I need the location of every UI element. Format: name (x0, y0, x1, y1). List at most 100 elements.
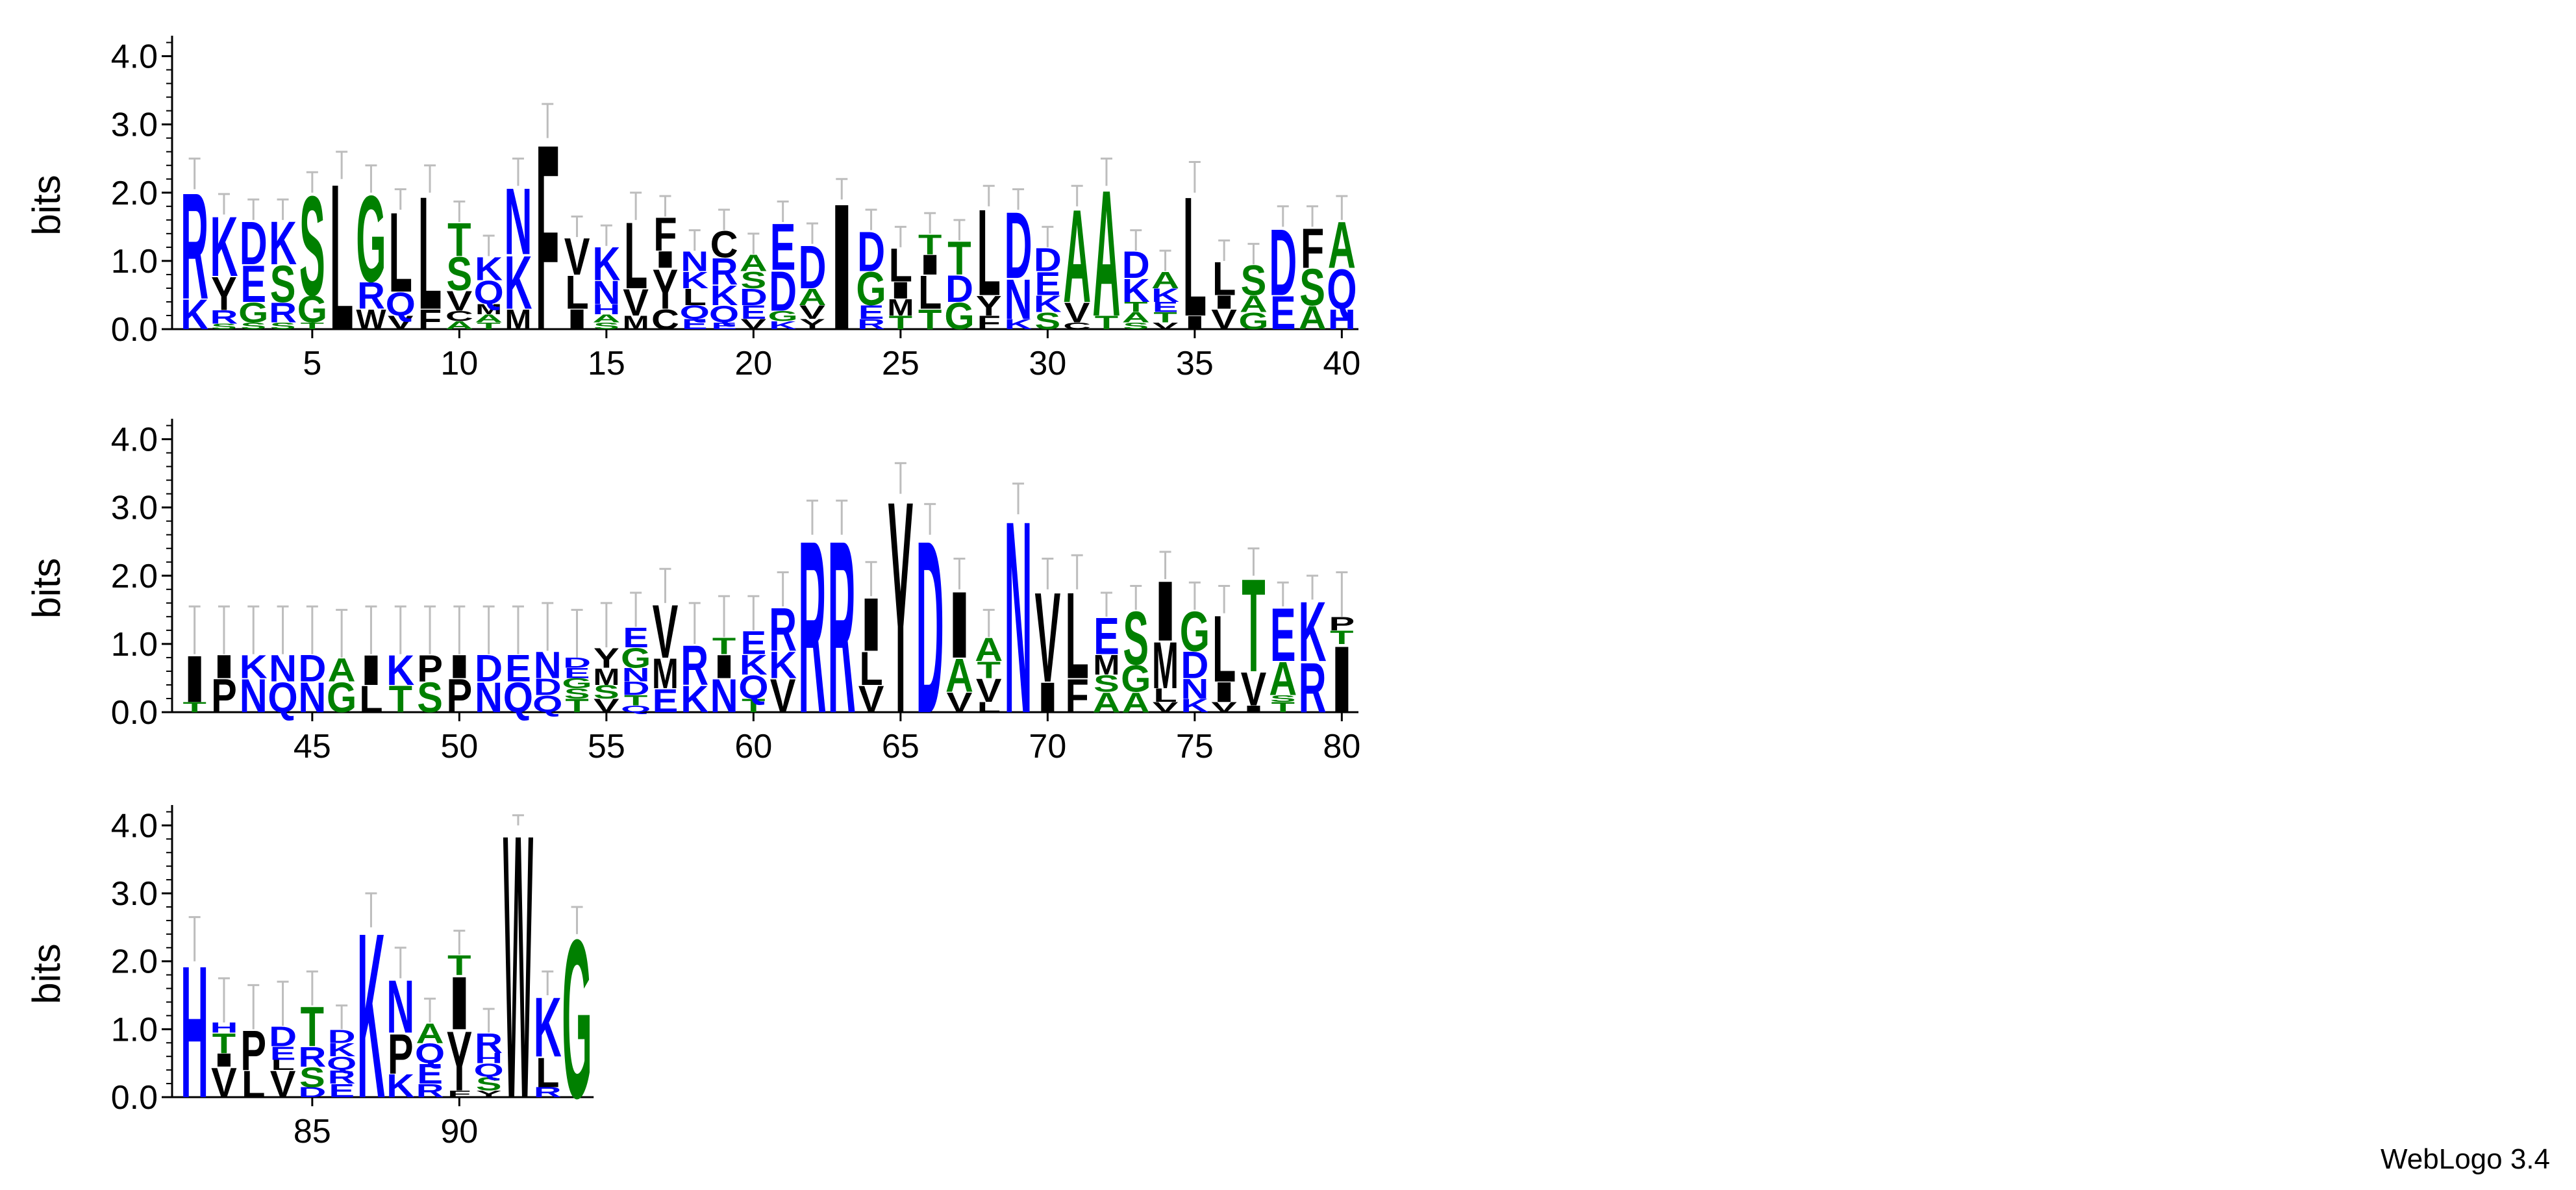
logo-letter-G: G (1121, 658, 1151, 700)
x-tick-label: 30 (1029, 345, 1066, 382)
logo-letter-Y: Y (594, 643, 619, 675)
logo-column-16: MVL (623, 192, 649, 334)
logo-letter-G: G (327, 674, 356, 721)
logo-column-70: IV (1035, 557, 1060, 722)
logo-letter-C: C (1063, 321, 1091, 331)
logo-letter-K: K (240, 648, 268, 685)
logo-letter-M: M (475, 302, 502, 317)
logo-letter-L: L (859, 643, 882, 695)
logo-letter-P: P (388, 1022, 414, 1085)
logo-letter-T: T (624, 692, 647, 708)
y-tick-label: 0.0 (111, 1079, 158, 1117)
logo-letter-D: D (916, 489, 944, 765)
y-tick-label: 4.0 (111, 38, 158, 76)
logo-letter-S: S (417, 674, 443, 721)
logo-letter-E: E (682, 316, 708, 332)
logo-column-41: TI (182, 605, 207, 716)
logo-letter-R: R (475, 1028, 503, 1060)
logo-column-80: ITP (1329, 571, 1355, 733)
logo-letter-E: E (1153, 299, 1179, 316)
logo-letter-A: A (445, 319, 473, 332)
x-tick-label: 45 (294, 728, 331, 765)
logo-letter-R: R (798, 489, 826, 765)
logo-letter-K: K (386, 647, 414, 694)
logo-column-51: ND (475, 605, 503, 722)
logo-letter-T: T (889, 312, 913, 333)
logo-letter-Q: Q (680, 302, 710, 323)
logo-letter-S: S (1123, 596, 1149, 681)
logo-letter-A: A (1063, 182, 1091, 330)
logo-letter-Q: Q (532, 691, 562, 717)
logo-letter-Y: Y (476, 1089, 502, 1099)
logo-letter-K: K (475, 250, 503, 287)
logo-letter-D: D (1269, 209, 1297, 316)
logo-letter-R: R (534, 1085, 562, 1100)
logo-letter-Q: Q (474, 274, 504, 311)
logo-letter-K: K (504, 240, 532, 325)
logo-column-37: GAS (1238, 243, 1269, 334)
logo-letter-R: R (357, 275, 385, 317)
logo-column-76: VIL (1211, 585, 1237, 715)
logo-letter-M: M (652, 651, 679, 698)
x-tick-label: 40 (1323, 345, 1360, 382)
logo-letter-V: V (947, 687, 973, 719)
logo-letter-I: I (1241, 704, 1266, 714)
logo-letter-R: R (328, 1067, 356, 1087)
x-tick-label: 75 (1176, 728, 1214, 765)
logo-letter-G: G (297, 289, 327, 330)
logo-letter-L: L (918, 267, 942, 319)
logo-letter-R: R (857, 316, 885, 332)
x-tick-label: 55 (588, 728, 625, 765)
logo-letter-E: E (1094, 607, 1119, 665)
logo-letter-T: T (977, 657, 1001, 684)
logo-letter-K: K (681, 267, 708, 293)
logo-column-13: F (536, 90, 559, 386)
logo-letter-I: I (1153, 564, 1178, 659)
logo-letter-K: K (181, 291, 208, 338)
logo-letter-R: R (710, 251, 738, 293)
logo-letter-K: K (357, 884, 385, 1148)
logo-letter-E: E (1035, 265, 1061, 302)
logo-letter-M: M (623, 312, 649, 333)
logo-letter-T: T (389, 678, 412, 720)
logo-letter-Q: Q (1327, 257, 1357, 321)
logo-letter-C: C (445, 308, 473, 324)
logo-letter-E: E (329, 1080, 355, 1101)
logo-letter-I: I (447, 649, 472, 686)
logo-letter-A: A (740, 250, 768, 277)
logo-letter-D: D (1005, 192, 1032, 299)
logo-letter-A: A (1269, 653, 1297, 706)
logo-column-28: FYL (976, 184, 1002, 333)
logo-letter-N: N (475, 674, 503, 721)
logo-column-9: FL (418, 164, 442, 343)
logo-letter-N: N (1005, 464, 1032, 771)
logo-letter-A: A (592, 312, 620, 325)
logo-letter-V: V (1153, 699, 1179, 715)
logo-letter-V: V (270, 1064, 296, 1106)
logo-column-47: LI (358, 605, 384, 721)
logo-letter-D: D (622, 678, 650, 699)
logo-letter-P: P (447, 670, 473, 723)
logo-letter-K: K (386, 1067, 414, 1104)
logo-letter-Q: Q (268, 674, 297, 721)
logo-letter-A: A (328, 652, 356, 689)
logo-letter-R: R (828, 489, 856, 765)
logo-letter-A: A (416, 1018, 444, 1049)
logo-letter-H: H (592, 301, 620, 317)
x-tick-label: 35 (1176, 345, 1214, 382)
logo-letter-Q: Q (415, 1038, 445, 1069)
y-tick-label: 0.0 (111, 694, 158, 732)
logo-letter-D: D (269, 1021, 297, 1052)
logo-letter-A: A (975, 631, 1003, 668)
logo-letter-I: I (358, 647, 384, 694)
y-tick-label: 2.0 (111, 943, 158, 981)
logo-letter-T: T (712, 633, 736, 660)
logo-letter-L: L (977, 699, 1001, 715)
